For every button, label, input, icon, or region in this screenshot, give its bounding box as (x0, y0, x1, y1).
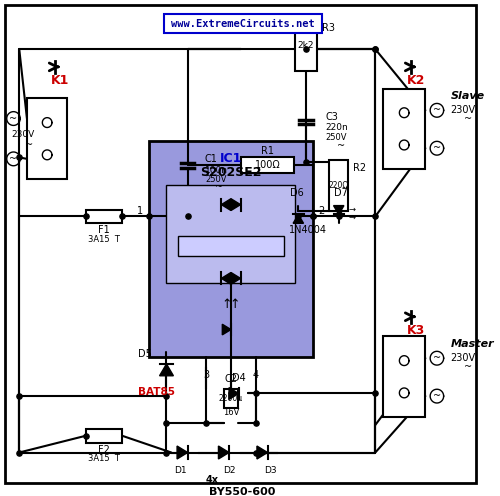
Text: ~: ~ (216, 182, 224, 192)
Text: D6: D6 (290, 188, 304, 198)
Text: 220n: 220n (326, 124, 348, 132)
Text: 230V: 230V (450, 353, 475, 363)
Text: 100Ω: 100Ω (254, 160, 280, 170)
Text: 3A15  T: 3A15 T (88, 235, 120, 244)
Text: 220Ω: 220Ω (328, 182, 349, 190)
Polygon shape (229, 387, 238, 399)
Text: IC1: IC1 (220, 152, 242, 165)
Text: ~: ~ (10, 114, 18, 124)
Text: D3: D3 (264, 466, 276, 475)
Polygon shape (293, 214, 304, 223)
Text: R2: R2 (353, 163, 366, 173)
Bar (27, 98, 68, 179)
Text: 250V: 250V (205, 175, 227, 184)
Text: D1: D1 (174, 466, 186, 475)
Text: 1: 1 (138, 206, 143, 216)
Text: ~: ~ (25, 139, 33, 150)
Text: 16V: 16V (223, 408, 239, 417)
Text: BAT85: BAT85 (138, 386, 175, 396)
Polygon shape (257, 446, 268, 459)
Text: S202SE2: S202SE2 (200, 166, 262, 179)
Text: 4x: 4x (205, 475, 218, 485)
Text: C2: C2 (224, 373, 237, 384)
Text: 2k2: 2k2 (298, 41, 314, 50)
Text: ~: ~ (336, 140, 344, 151)
Text: D4: D4 (232, 373, 245, 383)
Text: 230V: 230V (450, 105, 475, 115)
Text: D7: D7 (334, 188, 347, 198)
Bar (240, 157, 294, 173)
Text: 2: 2 (318, 206, 324, 216)
Text: F1: F1 (98, 225, 110, 235)
Text: 100n: 100n (205, 166, 228, 175)
Text: ~: ~ (10, 154, 18, 164)
Text: D2: D2 (223, 466, 235, 475)
Bar (296, 20, 316, 71)
Polygon shape (160, 364, 173, 376)
Text: ~: ~ (433, 391, 441, 401)
Text: →: → (348, 205, 356, 214)
Polygon shape (222, 324, 231, 335)
Text: K2: K2 (406, 74, 425, 87)
Text: BY550-600: BY550-600 (210, 487, 276, 496)
Text: C3: C3 (326, 112, 338, 122)
Bar (178, 236, 284, 256)
Text: ~: ~ (433, 143, 441, 153)
Text: 1N4004: 1N4004 (289, 225, 327, 235)
Text: 3A15  T: 3A15 T (88, 454, 120, 463)
Text: R1: R1 (261, 146, 274, 157)
Polygon shape (334, 206, 344, 214)
Bar (86, 429, 122, 442)
Text: 3: 3 (204, 370, 210, 380)
Bar (86, 209, 122, 223)
Bar (383, 336, 426, 417)
Polygon shape (222, 199, 231, 210)
Text: ~: ~ (433, 105, 441, 115)
Text: 250V: 250V (326, 133, 347, 142)
Bar (149, 141, 313, 357)
Text: →: → (348, 213, 356, 222)
Text: R3: R3 (322, 22, 336, 33)
Text: ~: ~ (433, 353, 441, 363)
Bar (164, 14, 322, 33)
Text: ↑: ↑ (222, 299, 232, 311)
Bar (224, 388, 237, 408)
Text: www.ExtremeCircuits.net: www.ExtremeCircuits.net (170, 19, 314, 29)
Text: Slave: Slave (450, 91, 484, 101)
Text: C1: C1 (205, 154, 218, 164)
Text: K1: K1 (50, 74, 69, 87)
Text: 4: 4 (252, 370, 258, 380)
Text: ↑: ↑ (230, 299, 240, 311)
Text: D5: D5 (138, 349, 152, 359)
Polygon shape (222, 272, 231, 284)
Bar (166, 185, 296, 283)
Text: 230V: 230V (12, 130, 35, 139)
Polygon shape (218, 446, 229, 459)
Bar (329, 160, 348, 211)
Polygon shape (177, 446, 188, 459)
Text: K3: K3 (406, 324, 425, 337)
Text: 2200μ: 2200μ (219, 394, 243, 403)
Text: Master: Master (450, 339, 494, 349)
Text: ~: ~ (464, 362, 472, 372)
Bar (383, 88, 426, 169)
Text: F2: F2 (98, 444, 110, 454)
Polygon shape (231, 272, 240, 284)
Text: ~: ~ (464, 114, 472, 124)
Polygon shape (231, 199, 240, 210)
